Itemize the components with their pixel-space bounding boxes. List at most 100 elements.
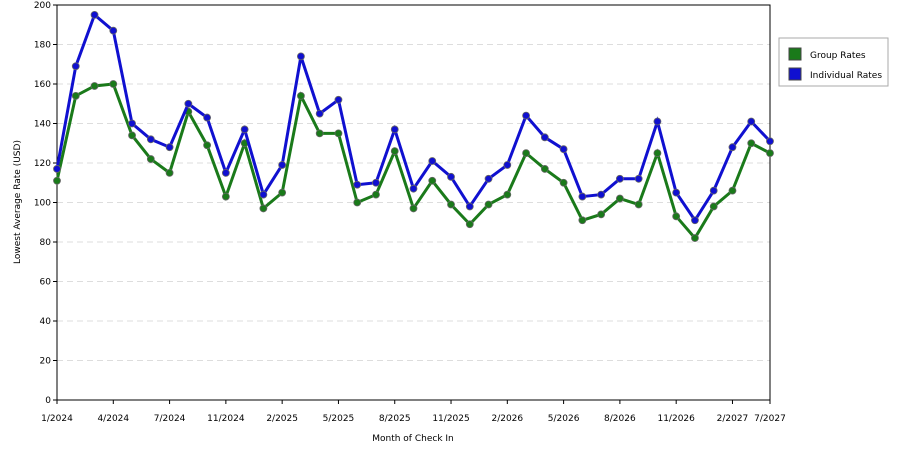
series-line	[55, 82, 771, 241]
data-point	[165, 168, 174, 177]
data-point	[259, 190, 268, 199]
data-point	[409, 204, 418, 213]
x-tick-label: 2/2027	[717, 414, 749, 424]
y-tick-label: 140	[34, 120, 51, 130]
legend-swatch	[788, 47, 802, 61]
legend-label: Group Rates	[810, 51, 866, 61]
y-tick-label: 0	[45, 396, 51, 406]
data-point	[672, 188, 681, 197]
x-tick-label: 4/2024	[97, 414, 129, 424]
y-tick-label: 100	[34, 199, 51, 209]
data-point	[447, 200, 455, 209]
data-point	[278, 188, 287, 197]
data-point	[372, 178, 380, 187]
data-point	[390, 125, 399, 134]
x-tick-label: 11/2026	[657, 414, 695, 424]
data-point	[522, 149, 530, 158]
x-tick-label: 2/2025	[266, 414, 298, 424]
legend-swatch	[788, 67, 802, 81]
data-point	[465, 202, 474, 211]
x-tick-label: 11/2024	[207, 414, 245, 424]
x-tick-label: 7/2024	[154, 414, 186, 424]
data-point	[766, 149, 774, 158]
x-tick-label: 7/2027	[754, 414, 786, 424]
data-point	[128, 131, 136, 140]
data-point	[315, 109, 324, 118]
y-tick-label: 180	[34, 41, 51, 51]
data-point	[221, 192, 230, 201]
data-point	[353, 198, 362, 207]
data-point	[484, 174, 493, 183]
data-point	[578, 192, 587, 201]
data-point	[653, 117, 662, 126]
data-point	[484, 200, 493, 209]
y-tick-label: 80	[40, 238, 52, 248]
data-point	[766, 137, 774, 146]
y-tick-label: 20	[40, 357, 52, 367]
data-point	[578, 216, 587, 225]
data-point	[409, 184, 418, 193]
data-point	[634, 174, 643, 183]
data-point	[334, 95, 343, 104]
data-point	[297, 52, 305, 61]
data-point	[747, 117, 756, 126]
data-point	[53, 165, 61, 173]
data-point	[259, 204, 268, 213]
data-point	[90, 10, 99, 19]
data-point	[390, 147, 399, 156]
data-point	[709, 202, 718, 211]
x-axis-label: Month of Check In	[372, 434, 454, 444]
x-tick-label: 8/2026	[604, 414, 636, 424]
data-point	[465, 220, 474, 229]
data-point	[240, 125, 249, 134]
data-point	[747, 139, 756, 148]
data-point	[221, 168, 230, 177]
data-point	[634, 200, 643, 209]
data-point	[428, 176, 437, 185]
data-point	[146, 135, 155, 144]
x-tick-label: 11/2025	[432, 414, 469, 424]
data-point	[540, 133, 549, 142]
data-point	[128, 119, 136, 128]
data-point	[559, 178, 568, 187]
y-tick-label: 60	[40, 278, 52, 288]
data-point	[90, 82, 99, 90]
data-point	[728, 186, 737, 195]
y-tick-label: 160	[34, 80, 51, 90]
data-point	[503, 161, 512, 169]
data-point	[203, 141, 212, 150]
legend-label: Individual Rates	[810, 71, 882, 81]
x-tick-label: 8/2025	[379, 414, 411, 424]
data-point	[503, 190, 512, 199]
data-point	[146, 155, 155, 163]
x-tick-label: 5/2026	[548, 414, 580, 424]
x-tick-label: 1/2024	[41, 414, 73, 424]
data-point	[71, 62, 80, 71]
data-point	[278, 161, 287, 169]
data-point	[540, 165, 549, 173]
data-point	[597, 210, 606, 219]
data-point	[315, 129, 324, 138]
data-point	[71, 91, 80, 100]
y-tick-label: 120	[34, 159, 51, 169]
data-point	[184, 99, 193, 108]
data-point	[447, 172, 455, 181]
data-point	[672, 212, 681, 221]
y-tick-label: 40	[40, 317, 52, 327]
data-point	[615, 174, 624, 183]
data-point	[353, 180, 362, 189]
y-tick-label: 200	[34, 1, 51, 11]
data-point	[691, 216, 699, 225]
x-tick-label: 5/2025	[323, 414, 355, 424]
data-point	[372, 190, 380, 199]
data-point	[297, 91, 305, 100]
data-point	[615, 194, 624, 203]
data-point	[653, 149, 662, 158]
plot-frame	[56, 4, 771, 401]
data-point	[334, 129, 343, 138]
data-point	[522, 111, 530, 120]
data-point	[709, 186, 718, 195]
x-tick-label: 2/2026	[491, 414, 523, 424]
data-point	[109, 80, 118, 88]
